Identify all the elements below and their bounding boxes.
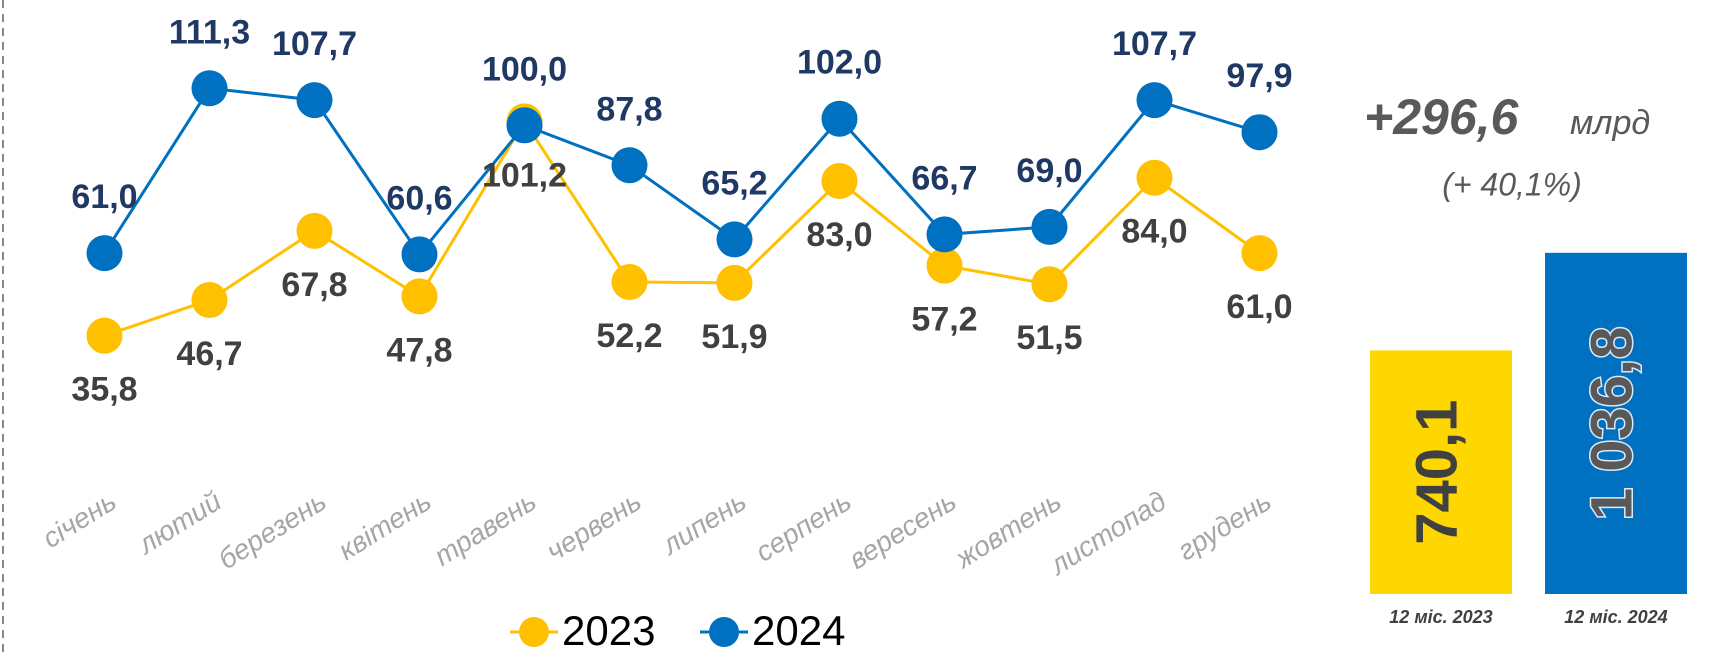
data-label: 97,9 [1226,57,1292,95]
data-label: 57,2 [911,301,977,339]
x-tick-label: липень [655,485,752,561]
point [506,107,543,144]
data-label: 66,7 [911,159,977,197]
point [926,247,963,284]
data-label: 84,0 [1121,213,1187,251]
point [296,212,333,249]
series-line [103,86,1260,257]
data-label: 51,5 [1016,319,1082,357]
data-label: 51,9 [701,318,767,356]
data-label: 65,2 [701,164,767,202]
point [926,216,963,253]
data-label: 60,6 [386,179,452,217]
data-label: 83,0 [806,216,872,254]
series-line [104,118,1261,338]
data-label: 52,2 [596,317,662,355]
data-label: 61,0 [71,178,137,216]
data-label: 69,0 [1016,152,1082,190]
point [611,263,648,300]
total-diff: +296,6 [1364,89,1520,145]
data-label: 101,2 [482,156,567,194]
data-label: 61,0 [1226,288,1292,326]
point [191,70,228,107]
bar [1370,350,1512,594]
bar-value-label: 740,1 [1404,400,1469,545]
point [191,281,228,318]
data-label: 46,7 [176,335,242,373]
percent-diff: (+ 40,1%) [1442,166,1582,202]
point [401,278,438,315]
x-tick-label: січень [37,485,122,554]
point [296,82,333,119]
bar [1545,252,1687,595]
x-tick-label: березень [213,485,332,575]
x-tick-label: квітень [333,485,437,566]
x-tick-label: червень [541,485,647,567]
bar-value-label: 1 036,8 [1579,327,1644,521]
data-label: 102,0 [797,44,882,82]
data-label: 67,8 [281,266,347,304]
x-tick-label: серпень [750,485,857,568]
bar-category-label: 12 міс. 2023 [1389,607,1492,627]
x-tick-label: вересень [843,485,961,575]
data-label: 107,7 [272,25,357,63]
point [821,100,858,137]
point [1136,82,1173,119]
point [1136,159,1173,196]
point [1241,114,1278,151]
point [716,264,753,301]
data-label: 107,7 [1112,25,1197,63]
x-tick-label: травень [429,485,542,572]
point [86,317,123,354]
point [821,163,858,200]
unit: млрд [1570,104,1650,142]
point [86,235,123,272]
data-label: 35,8 [71,371,137,409]
legend-label: 2023 [562,607,655,654]
point [401,236,438,273]
data-label: 87,8 [596,90,662,128]
data-label: 47,8 [386,331,452,369]
data-label: 100,0 [482,50,567,88]
x-tick-label: листопад [1043,485,1172,581]
legend-marker [709,617,739,647]
point [1031,266,1068,303]
point [716,221,753,258]
point [1241,235,1278,272]
legend-label: 2024 [752,607,845,654]
data-label: 111,3 [169,13,250,51]
bar-category-label: 12 міс. 2024 [1564,607,1667,627]
legend-marker [519,617,549,647]
point [611,147,648,184]
point [1031,208,1068,245]
x-tick-label: грудень [1172,485,1276,566]
